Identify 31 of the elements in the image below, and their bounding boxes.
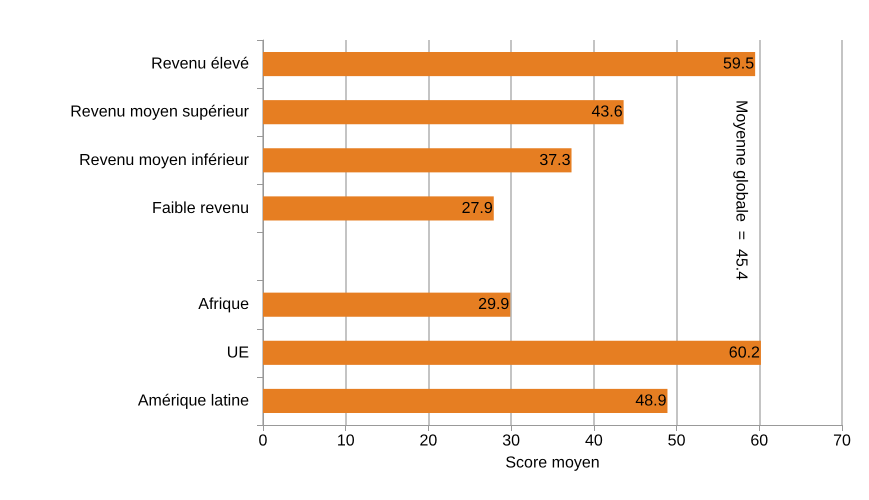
x-tick-label: 60	[750, 432, 768, 450]
bar	[263, 100, 624, 124]
y-tick-label: Amérique latine	[138, 392, 250, 410]
x-tick-label: 50	[668, 432, 686, 450]
y-tick-label: Revenu moyen inférieur	[79, 152, 250, 169]
x-tick-label: 10	[336, 432, 355, 450]
data-label: 48.9	[635, 392, 667, 410]
data-label: 60.2	[728, 344, 760, 362]
x-axis-title: Score moyen	[505, 454, 600, 472]
bar	[263, 292, 510, 317]
bar	[263, 388, 668, 413]
x-tick-label: 0	[258, 432, 268, 450]
y-tick-label: UE	[226, 344, 249, 362]
bar	[263, 340, 761, 365]
bar	[263, 148, 572, 172]
y-tick-label: Revenu moyen supérieur	[70, 104, 250, 121]
data-label: 37.3	[539, 152, 571, 169]
data-label: 59.5	[723, 56, 754, 73]
x-tick-label: 40	[584, 432, 603, 450]
x-tick-label: 20	[420, 432, 438, 450]
y-tick-label: Afrique	[198, 296, 250, 314]
y-tick-label: Faible revenu	[152, 200, 249, 217]
x-tick-label: 70	[833, 432, 851, 450]
bar	[263, 52, 756, 76]
data-label: 27.9	[462, 200, 493, 217]
data-label: 43.6	[591, 104, 623, 121]
data-label: 29.9	[478, 296, 510, 314]
bar	[263, 196, 494, 220]
y-tick-label: Revenu élevé	[151, 56, 250, 73]
annotation: Moyenne globale = 45.4	[732, 100, 750, 280]
x-tick-label: 30	[502, 432, 520, 450]
